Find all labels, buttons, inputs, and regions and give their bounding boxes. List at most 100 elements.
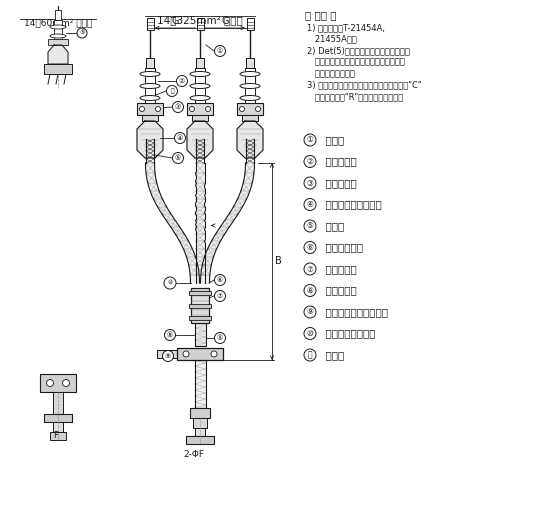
Ellipse shape: [140, 72, 160, 77]
Circle shape: [304, 220, 316, 232]
Text: 14～325mm² 圧縮形: 14～325mm² 圧縮形: [157, 15, 243, 25]
Bar: [137, 103, 163, 115]
Text: ⑤: ⑤: [175, 155, 181, 161]
Ellipse shape: [140, 83, 160, 88]
Bar: [177, 348, 223, 360]
Bar: [50, 432, 66, 440]
Text: が　い　管: が い 管: [319, 156, 357, 167]
Circle shape: [174, 133, 186, 143]
Text: ⑦: ⑦: [217, 293, 223, 299]
Text: 含浸黄麻布: 含浸黄麻布: [319, 285, 357, 296]
Circle shape: [164, 277, 176, 289]
Text: ⑥: ⑥: [217, 277, 223, 283]
Ellipse shape: [140, 96, 160, 101]
Bar: [190, 408, 210, 418]
Text: ⑩: ⑩: [306, 329, 313, 338]
Bar: [145, 68, 155, 103]
Circle shape: [173, 102, 184, 112]
Circle shape: [183, 351, 189, 357]
Bar: [191, 288, 209, 323]
Polygon shape: [201, 163, 254, 283]
Text: ⑤: ⑤: [79, 30, 85, 36]
Text: 2) Det(5)保護層は粘着性ポリエチレン: 2) Det(5)保護層は粘着性ポリエチレン: [307, 46, 410, 55]
Circle shape: [140, 107, 145, 111]
Polygon shape: [237, 121, 263, 158]
Circle shape: [304, 349, 316, 361]
Bar: [157, 350, 177, 358]
Text: 三又分岐管: 三又分岐管: [319, 264, 357, 274]
Bar: [195, 428, 205, 436]
Text: ②: ②: [306, 157, 313, 166]
Circle shape: [163, 351, 174, 362]
Polygon shape: [196, 163, 204, 283]
Text: ④: ④: [306, 200, 313, 209]
Bar: [186, 436, 214, 444]
Bar: [196, 58, 204, 68]
Ellipse shape: [240, 96, 260, 101]
Circle shape: [304, 134, 316, 146]
Circle shape: [206, 107, 210, 111]
Text: 銘　板: 銘 板: [319, 350, 344, 360]
Text: ⑪: ⑪: [307, 351, 312, 360]
Circle shape: [77, 28, 87, 38]
Bar: [187, 103, 213, 115]
Text: すずめっき軟銅線: すずめっき軟銅線: [319, 329, 375, 338]
Bar: [195, 68, 205, 103]
Circle shape: [214, 46, 225, 56]
Text: 21455A参図: 21455A参図: [307, 35, 357, 44]
Bar: [54, 20, 62, 40]
Bar: [192, 115, 208, 121]
Text: 3) 端子の仕様は、型番末尾に圧縮形の場合"C": 3) 端子の仕様は、型番末尾に圧縮形の場合"C": [307, 80, 421, 89]
Bar: [53, 422, 63, 432]
Bar: [247, 18, 254, 30]
Text: ⑨: ⑨: [165, 353, 171, 359]
Bar: [146, 18, 153, 30]
Text: 》 備考 《: 》 備考 《: [305, 10, 336, 20]
Text: ⑨: ⑨: [306, 307, 313, 316]
Circle shape: [190, 107, 195, 111]
Circle shape: [239, 107, 244, 111]
Bar: [189, 304, 211, 308]
Ellipse shape: [240, 83, 260, 88]
Circle shape: [304, 306, 316, 318]
Text: ケーブル用ブラケット: ケーブル用ブラケット: [319, 307, 388, 317]
Ellipse shape: [190, 72, 210, 77]
Circle shape: [47, 379, 54, 387]
Circle shape: [304, 241, 316, 253]
Bar: [197, 18, 203, 30]
Ellipse shape: [240, 72, 260, 77]
Ellipse shape: [190, 96, 210, 101]
Bar: [246, 58, 254, 68]
Circle shape: [214, 333, 225, 343]
Circle shape: [62, 379, 70, 387]
Circle shape: [211, 351, 217, 357]
Ellipse shape: [50, 25, 66, 29]
Bar: [245, 68, 255, 103]
Text: 保護層: 保護層: [319, 221, 344, 231]
Text: ③: ③: [175, 104, 181, 110]
Polygon shape: [48, 45, 68, 64]
Text: ⑥: ⑥: [306, 243, 313, 252]
Text: ⑩: ⑩: [167, 280, 173, 285]
Bar: [237, 103, 263, 115]
Bar: [242, 115, 258, 121]
Bar: [40, 374, 76, 392]
Bar: [195, 323, 206, 346]
Text: ①: ①: [306, 136, 313, 144]
Bar: [48, 39, 68, 45]
Text: 絶縁テープまたは自己融着性絶縁テープ: 絶縁テープまたは自己融着性絶縁テープ: [307, 57, 405, 67]
Text: ⑦: ⑦: [306, 265, 313, 273]
Bar: [55, 10, 61, 20]
Text: ⑧: ⑧: [167, 332, 173, 338]
Text: および保護テープ: および保護テープ: [307, 69, 355, 78]
Circle shape: [304, 155, 316, 168]
Circle shape: [164, 330, 175, 340]
Text: 圧着形の場合"R"を付記し指定する。: 圧着形の場合"R"を付記し指定する。: [307, 92, 403, 101]
Bar: [189, 291, 211, 295]
Text: ⑤: ⑤: [306, 221, 313, 231]
Bar: [44, 414, 72, 422]
Circle shape: [214, 274, 225, 285]
Ellipse shape: [190, 83, 210, 88]
Bar: [142, 115, 158, 121]
Text: ⑧: ⑧: [306, 286, 313, 295]
